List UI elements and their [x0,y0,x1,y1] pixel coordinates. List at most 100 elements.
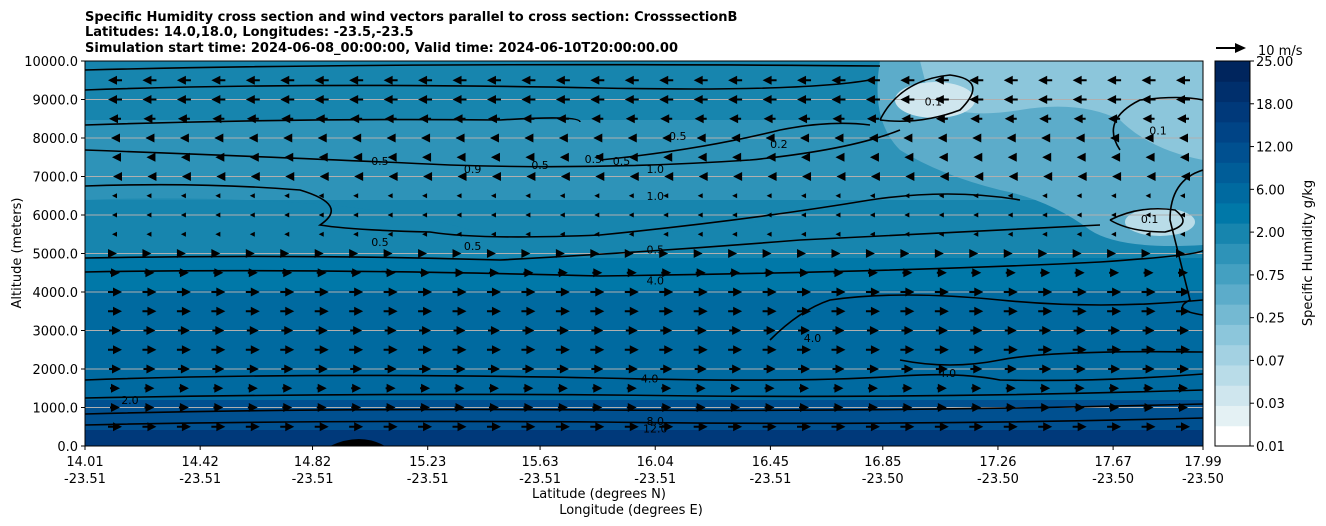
wind-vector [936,268,947,278]
wind-vector [284,212,290,218]
wind-vector [1007,231,1013,237]
wind-vector [832,364,845,374]
wind-vector [354,172,364,181]
contour-label: 8.0 [646,415,664,428]
wind-vector [697,231,703,237]
wind-vector [1007,212,1013,218]
wind-vector [624,306,639,316]
wind-vector [729,326,742,335]
wind-vector [1107,249,1117,258]
wind-vector [1074,383,1085,393]
wind-vector [592,383,603,393]
wind-vector [384,326,397,335]
wind-vector [900,75,915,85]
wind-vector [351,383,362,393]
wind-vector [521,287,536,297]
wind-vector [249,212,255,218]
wind-vector [1038,345,1053,355]
wind-vector [245,249,255,258]
wind-vector [556,114,569,124]
wind-vector [1107,95,1122,104]
wind-vector [934,249,944,258]
wind-vector [487,114,500,124]
wind-vector [1108,364,1121,374]
wind-vector [280,345,295,355]
wind-vector [1141,95,1156,104]
wind-vector [1142,364,1155,374]
wind-vector [1003,422,1018,432]
wind-vector [1141,75,1156,85]
wind-vector [112,212,117,218]
wind-vector [280,249,290,258]
wind-vector [1039,364,1052,374]
wind-vector [522,114,535,124]
wind-vector [349,95,364,104]
colorbar-segment [1215,304,1250,325]
wind-vector [1176,306,1190,316]
wind-vector [1005,403,1016,412]
wind-vector [593,133,603,143]
x-tick-lat: 16.04 [637,455,674,470]
wind-vector [938,193,944,199]
wind-vector [456,193,462,199]
wind-vector [418,306,433,316]
wind-vector [555,345,570,355]
wind-vector [798,364,811,374]
wind-vector [693,287,708,297]
wind-vector [1003,287,1018,297]
wind-vector [762,422,777,432]
wind-vector [865,422,880,432]
wind-vector [283,133,293,143]
wind-vector [246,326,259,335]
wind-vector [728,306,743,316]
x-tick-lon: -23.50 [977,472,1019,487]
wind-vector [555,422,570,432]
wind-vector [524,133,534,143]
wind-vector [108,95,122,104]
wind-vector [353,193,359,199]
wind-vector [1142,114,1155,124]
y-tick-label: 6000.0 [33,209,79,224]
wind-vector [659,422,674,432]
colorbar-segment [1215,81,1250,103]
wind-vector [350,364,363,374]
wind-vector [1178,268,1188,278]
wind-vector [866,114,879,124]
wind-vector [285,172,295,181]
wind-vector [1180,152,1189,162]
wind-vector [628,152,638,162]
wind-vector [902,383,913,393]
wind-vector [490,212,496,218]
wind-vector [835,212,841,218]
wind-vector [453,114,466,124]
wind-vector [833,268,844,278]
wind-vector [215,193,221,199]
wind-vector [934,422,949,432]
wind-vector [1111,193,1117,199]
wind-vector [969,287,984,297]
wind-vector [487,364,500,374]
x-tick-lon: -23.50 [1092,472,1134,487]
dry-core-upper-right [920,61,1203,160]
contour-label: 0.5 [371,155,389,168]
wind-vector [1110,133,1120,143]
wind-vector [660,114,673,124]
wind-vector [215,231,221,237]
band-lower-middle [85,258,1203,290]
wind-vector [453,326,466,335]
wind-vector [351,403,362,412]
wind-vector [935,326,948,335]
wind-vector [387,231,393,237]
wind-vector [763,326,776,335]
wind-vector [732,152,742,162]
wind-vector [865,306,880,316]
wind-vector [762,345,777,355]
wind-vector [659,75,674,85]
wind-vector [1072,422,1087,432]
wind-vector [387,193,393,199]
wind-vector [728,287,743,297]
wind-vector [349,75,364,85]
wind-vector [969,422,984,432]
wind-vector [178,268,189,278]
wind-vector [559,212,565,218]
